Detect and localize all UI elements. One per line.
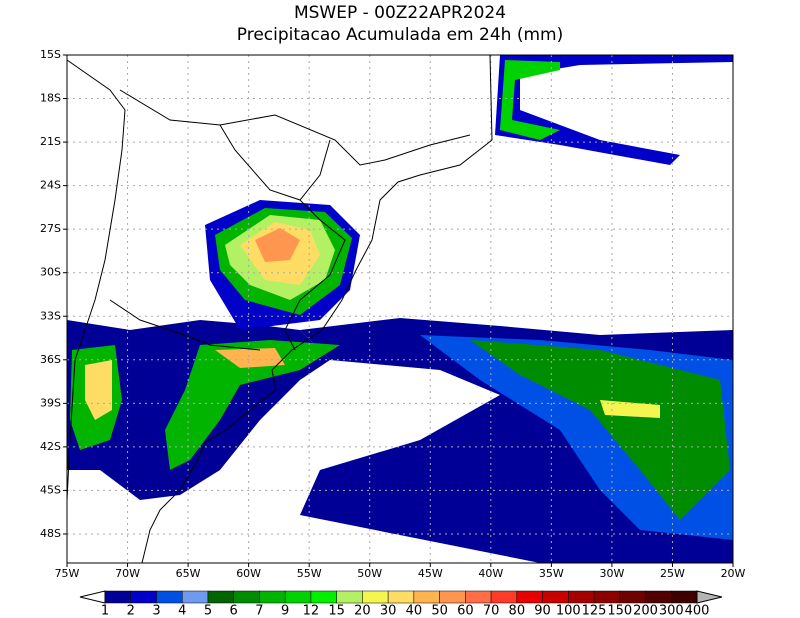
y-tick-label: 45S [40,483,61,496]
colorbar-under [79,590,106,604]
y-tick-label: 18S [40,92,61,105]
grid [66,54,734,563]
colorbar-box [387,590,415,604]
colorbar-box [671,590,698,604]
colorbar-label: 2 [127,604,135,618]
x-tick-label: 25W [660,567,685,580]
colorbar-box [130,590,157,604]
colorbar-box [413,590,440,604]
colorbar-label: 30 [380,604,397,618]
colorbar-label: 100 [556,604,581,618]
colorbar-box [104,590,131,604]
title: MSWEP - 00Z22APR2024 [294,3,506,23]
x-tick-label: 30W [599,567,624,580]
y-tick-label: 27S [40,222,61,235]
y-tick-label: 48S [40,527,61,540]
colorbar-box [645,590,672,604]
colorbar-label: 400 [685,604,710,618]
colorbar-box [259,590,286,604]
x-tick-label: 40W [478,567,503,580]
precip-field [67,55,733,563]
x-tick-label: 60W [236,567,261,580]
y-tick-label: 30S [40,266,61,279]
subtitle: Precipitacao Acumulada em 24h (mm) [237,25,563,45]
colorbar-box [593,590,621,604]
y-tick-label: 39S [40,396,61,409]
plot-frame [66,54,734,564]
y-tick-label: 21S [40,135,61,148]
colorbar-label: 9 [281,604,289,618]
colorbar-box [516,590,543,604]
colorbar-label: 60 [457,604,474,618]
colorbar-label: 4 [178,604,186,618]
colorbar-label: 70 [483,604,500,618]
x-tick-label: 75W [55,567,80,580]
colorbar-box [362,590,389,604]
colorbar-label: 150 [607,604,632,618]
colorbar-box [439,590,466,604]
colorbar-label: 80 [509,604,526,618]
colorbar-box [156,590,183,604]
colorbar-box [490,590,518,604]
colorbar-label: 6 [230,604,238,618]
colorbar-label: 5 [204,604,212,618]
x-tick-label: 70W [115,567,140,580]
y-tick-label: 15S [40,48,61,61]
colorbar-box [207,590,234,604]
colorbar-over [696,590,723,604]
x-tick-label: 50W [357,567,382,580]
colorbar-label: 15 [328,604,345,618]
y-tick-label: 42S [40,440,61,453]
colorbar-label: 3 [152,604,160,618]
colorbar-label: 20 [354,604,371,618]
colorbar-box [310,590,337,604]
colorbar-label: 7 [255,604,263,618]
colorbar-label: 1 [101,604,109,618]
colorbar-label: 12 [303,604,320,618]
y-tick-label: 33S [40,309,61,322]
x-tick-label: 65W [176,567,201,580]
axis-ticks: 75W 70W 65W 60W 55W 50W 45W 40W 35W 30W 25W 20W 15S 1… [40,48,746,580]
x-tick-label: 20W [721,567,746,580]
colorbar-label: 90 [534,604,551,618]
colorbar-label: 125 [582,604,607,618]
colorbar-box [619,590,646,604]
colorbar-box [465,590,492,604]
colorbar-label: 300 [659,604,684,618]
x-tick-label: 35W [539,567,564,580]
colorbar-box [542,590,569,604]
colorbar-box [568,590,595,604]
y-tick-label: 36S [40,353,61,366]
colorbar-box [336,590,363,604]
colorbar-label: 50 [431,604,448,618]
colorbar-label: 200 [633,604,658,618]
colorbar-label: 40 [406,604,423,618]
colorbar-box [284,590,312,604]
y-tick-label: 24S [40,179,61,192]
colorbar-box [233,590,260,604]
colorbar: 1 2 3 4 5 6 7 9 12 15 20 30 40 50 60 70 80 90 100 125 150 200… [79,590,723,618]
coastlines [66,54,493,564]
x-tick-label: 55W [297,567,322,580]
colorbar-box [181,590,209,604]
x-tick-label: 45W [418,567,443,580]
